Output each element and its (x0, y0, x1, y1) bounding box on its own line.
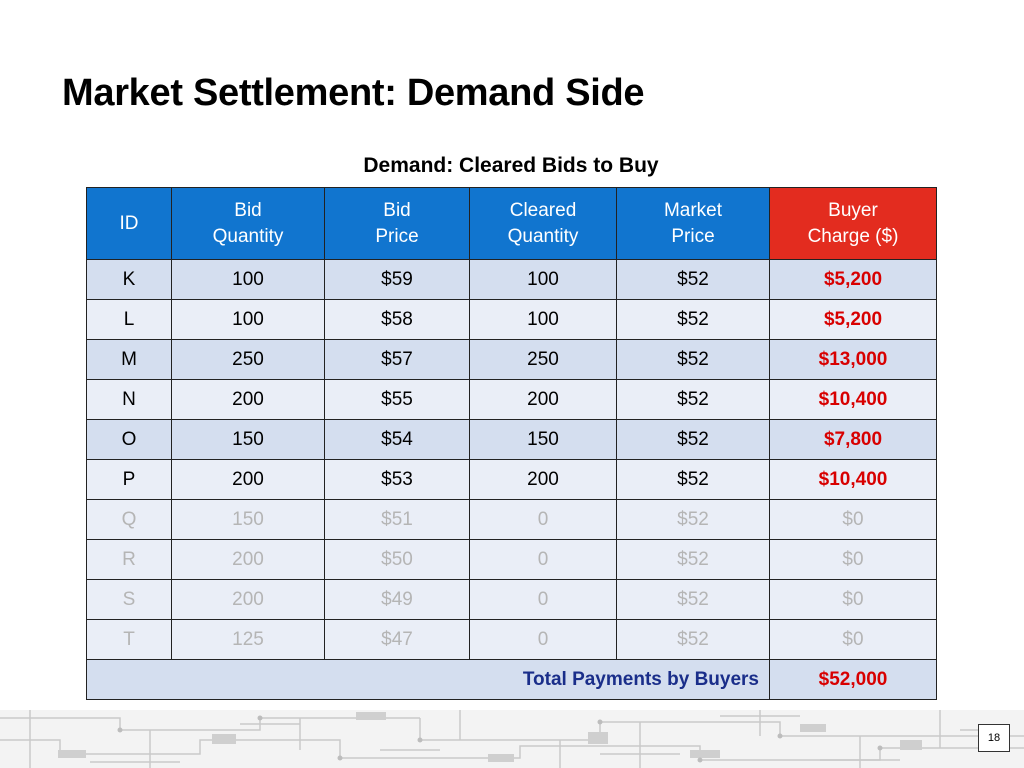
cell-cleared-quantity: 100 (469, 299, 617, 340)
cell-buyer-charge: $0 (769, 619, 937, 660)
cell-bid-quantity: 200 (171, 459, 325, 500)
cell-id: N (86, 379, 172, 420)
cell-cleared-quantity: 0 (469, 539, 617, 580)
page-number: 18 (978, 724, 1010, 752)
header-cleared-quantity: Cleared Quantity (469, 187, 617, 260)
header-row: ID Bid Quantity Bid Price Cleared Quantity … (86, 187, 937, 260)
cell-market-price: $52 (616, 619, 770, 660)
demand-table: ID Bid Quantity Bid Price Cleared Quantity … (86, 187, 937, 700)
cell-cleared-quantity: 250 (469, 339, 617, 380)
cell-buyer-charge: $0 (769, 579, 937, 620)
cell-id: R (86, 539, 172, 580)
cell-bid-price: $49 (324, 579, 470, 620)
cell-id: O (86, 419, 172, 460)
cell-bid-quantity: 100 (171, 259, 325, 300)
table-row: Q 150 $51 0 $52 $0 (86, 499, 937, 540)
header-buyer-charge: Buyer Charge ($) (769, 187, 937, 260)
cell-market-price: $52 (616, 579, 770, 620)
cell-id: T (86, 619, 172, 660)
cell-cleared-quantity: 0 (469, 499, 617, 540)
cell-bid-quantity: 125 (171, 619, 325, 660)
table-row: L 100 $58 100 $52 $5,200 (86, 299, 937, 340)
cell-bid-quantity: 200 (171, 379, 325, 420)
cell-bid-price: $54 (324, 419, 470, 460)
cell-market-price: $52 (616, 419, 770, 460)
circuit-pattern-icon (0, 710, 1024, 768)
cell-cleared-quantity: 0 (469, 619, 617, 660)
header-bid-quantity: Bid Quantity (171, 187, 325, 260)
cell-market-price: $52 (616, 379, 770, 420)
cell-id: S (86, 579, 172, 620)
table-row: O 150 $54 150 $52 $7,800 (86, 419, 937, 460)
cell-cleared-quantity: 0 (469, 579, 617, 620)
cell-bid-quantity: 150 (171, 499, 325, 540)
cell-market-price: $52 (616, 459, 770, 500)
cell-bid-quantity: 250 (171, 339, 325, 380)
cell-buyer-charge: $5,200 (769, 259, 937, 300)
cell-bid-price: $58 (324, 299, 470, 340)
cell-bid-quantity: 100 (171, 299, 325, 340)
cell-cleared-quantity: 100 (469, 259, 617, 300)
cell-bid-price: $59 (324, 259, 470, 300)
table-row: P 200 $53 200 $52 $10,400 (86, 459, 937, 500)
cell-bid-price: $47 (324, 619, 470, 660)
cell-buyer-charge: $7,800 (769, 419, 937, 460)
cell-bid-price: $50 (324, 539, 470, 580)
cell-id: P (86, 459, 172, 500)
cell-bid-price: $57 (324, 339, 470, 380)
cell-buyer-charge: $10,400 (769, 459, 937, 500)
cell-buyer-charge: $0 (769, 499, 937, 540)
total-row: Total Payments by Buyers $52,000 (86, 659, 937, 700)
header-id: ID (86, 187, 172, 260)
total-label: Total Payments by Buyers (86, 659, 770, 700)
table-caption: Demand: Cleared Bids to Buy (363, 154, 659, 177)
cell-bid-quantity: 200 (171, 579, 325, 620)
table-row: K 100 $59 100 $52 $5,200 (86, 259, 937, 300)
cell-buyer-charge: $10,400 (769, 379, 937, 420)
table-row: M 250 $57 250 $52 $13,000 (86, 339, 937, 380)
table-row: S 200 $49 0 $52 $0 (86, 579, 937, 620)
cell-buyer-charge: $0 (769, 539, 937, 580)
cell-bid-quantity: 150 (171, 419, 325, 460)
header-market-price: Market Price (616, 187, 770, 260)
cell-bid-price: $51 (324, 499, 470, 540)
cell-id: Q (86, 499, 172, 540)
cell-id: K (86, 259, 172, 300)
cell-market-price: $52 (616, 339, 770, 380)
table-row: T 125 $47 0 $52 $0 (86, 619, 937, 660)
header-bid-price: Bid Price (324, 187, 470, 260)
table-row: N 200 $55 200 $52 $10,400 (86, 379, 937, 420)
table-row: R 200 $50 0 $52 $0 (86, 539, 937, 580)
cell-buyer-charge: $13,000 (769, 339, 937, 380)
cell-market-price: $52 (616, 299, 770, 340)
cell-cleared-quantity: 200 (469, 379, 617, 420)
circuit-board-footer (0, 710, 1024, 768)
cell-market-price: $52 (616, 499, 770, 540)
cell-id: M (86, 339, 172, 380)
cell-bid-price: $53 (324, 459, 470, 500)
cell-bid-quantity: 200 (171, 539, 325, 580)
cell-id: L (86, 299, 172, 340)
total-value: $52,000 (769, 659, 937, 700)
cell-cleared-quantity: 200 (469, 459, 617, 500)
cell-market-price: $52 (616, 259, 770, 300)
cell-market-price: $52 (616, 539, 770, 580)
cell-cleared-quantity: 150 (469, 419, 617, 460)
slide-title: Market Settlement: Demand Side (62, 72, 645, 114)
cell-bid-price: $55 (324, 379, 470, 420)
cell-buyer-charge: $5,200 (769, 299, 937, 340)
